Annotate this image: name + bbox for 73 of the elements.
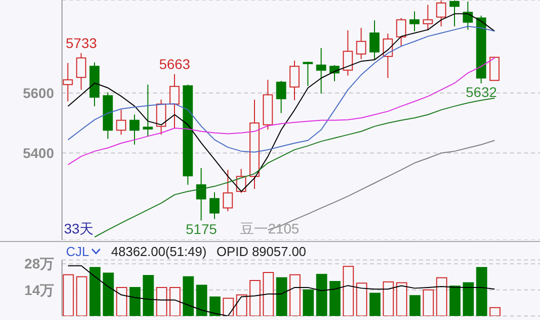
bar <box>90 266 100 316</box>
candlestick <box>142 84 153 137</box>
bar <box>342 266 354 316</box>
bar <box>142 274 154 316</box>
bar <box>316 274 328 316</box>
line-series <box>94 98 496 238</box>
line-series <box>68 265 496 316</box>
annotation: 5733 <box>66 34 98 51</box>
bar <box>76 276 88 316</box>
bar <box>62 274 74 316</box>
bar <box>450 286 460 316</box>
bar <box>490 307 500 316</box>
bar <box>356 282 368 316</box>
bar <box>290 274 300 316</box>
chart-title: CJL <box>66 244 90 259</box>
bar <box>236 294 248 316</box>
candlestick <box>490 56 500 81</box>
bar <box>302 289 314 316</box>
annotation: 豆一2105 <box>240 220 300 237</box>
candlestick <box>196 168 206 221</box>
bar <box>130 286 140 316</box>
bar <box>250 280 260 316</box>
annotation: 5663 <box>159 56 190 72</box>
candlestick <box>76 52 86 90</box>
candlestick <box>170 74 180 129</box>
line-series <box>68 57 496 166</box>
bar <box>156 286 168 316</box>
candlestick <box>316 48 326 94</box>
annotation: 5632 <box>466 84 498 100</box>
bar <box>102 272 114 316</box>
line-series <box>68 13 496 192</box>
bar <box>422 289 434 316</box>
candlestick <box>210 192 220 220</box>
y-tick-label: 5600 <box>22 84 54 101</box>
candlestick <box>302 61 313 86</box>
bar <box>330 280 340 316</box>
candlestick <box>342 30 353 76</box>
candlestick <box>130 114 140 146</box>
bar <box>196 284 208 316</box>
candlestick <box>290 60 300 101</box>
bar <box>396 282 408 316</box>
bar <box>382 281 394 316</box>
bar <box>462 282 474 316</box>
bar <box>116 286 128 316</box>
candlestick <box>222 169 233 212</box>
candlestick <box>276 80 286 114</box>
bar <box>276 277 288 316</box>
text: OPID 89057.00 <box>216 244 306 259</box>
bar <box>222 298 234 316</box>
y-tick-label: 5400 <box>22 144 54 161</box>
candlestick <box>450 0 460 27</box>
candlestick <box>410 10 420 32</box>
candlestick <box>116 109 126 136</box>
candlestick <box>156 99 166 136</box>
bar <box>370 292 380 316</box>
y-tick-label: 28万 <box>24 256 54 272</box>
bar <box>410 295 420 316</box>
candlestick <box>396 18 406 47</box>
bar <box>170 286 180 316</box>
candlestick <box>422 4 433 31</box>
text: 48362.00(51:49) <box>111 244 207 259</box>
y-tick-label: 14万 <box>24 282 54 298</box>
bar <box>182 276 194 316</box>
candlestick <box>356 27 366 60</box>
bar <box>210 296 220 316</box>
line-series <box>68 26 496 153</box>
candlestick <box>370 20 380 60</box>
annotation: 33天 <box>64 220 94 237</box>
bar <box>262 272 274 316</box>
bar <box>476 266 488 316</box>
annotation: 5175 <box>186 221 218 238</box>
bar <box>436 277 448 316</box>
candlestick <box>62 62 73 102</box>
